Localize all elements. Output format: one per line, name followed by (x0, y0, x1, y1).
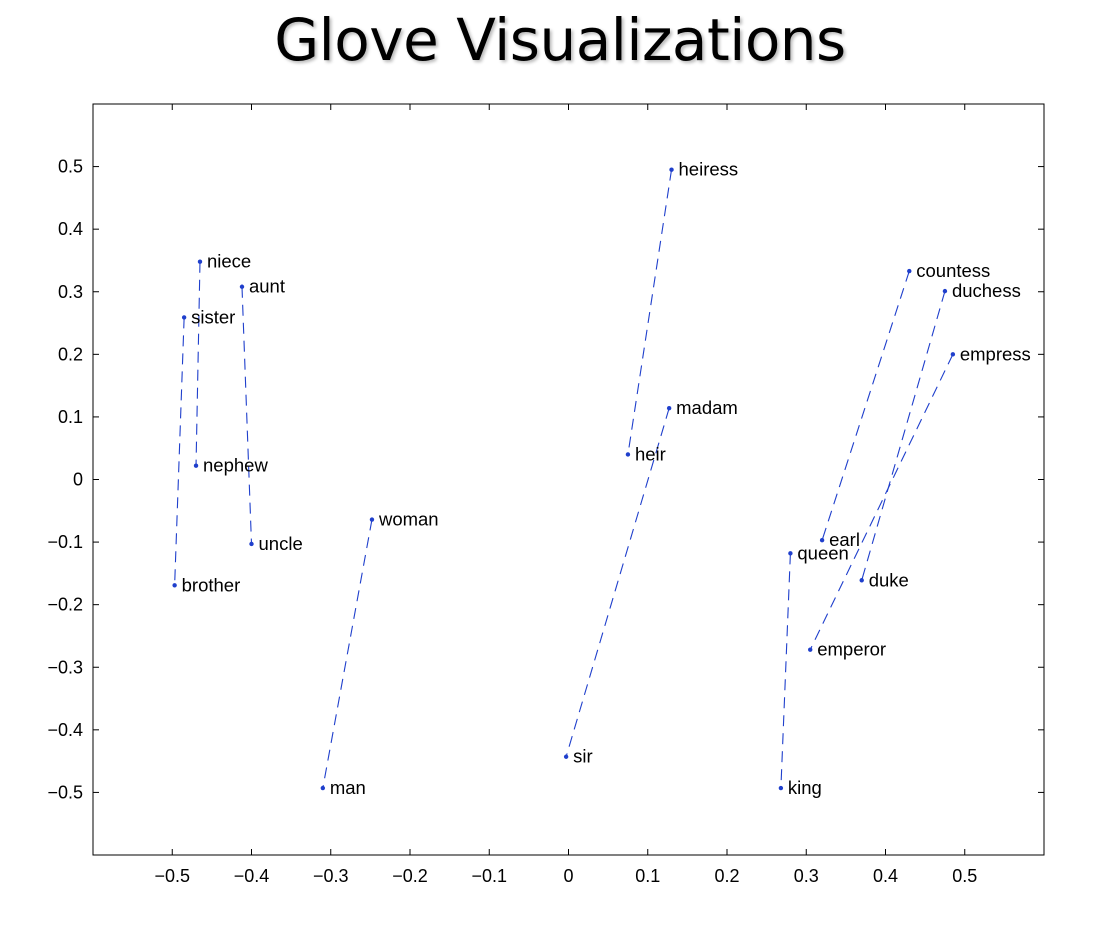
point-earl (819, 538, 825, 543)
x-axis: −0.5 −0.4 −0.3 −0.2 −0.1 0 0.1 0.2 0.3 0.4 0.5 (154, 104, 977, 886)
point-label-emperor: emperor (817, 639, 886, 660)
point-emperor (808, 647, 813, 652)
point-label-nephew: nephew (203, 455, 268, 476)
pair-line-heiress-heir (627, 169, 673, 455)
y-tick-label: 0 (73, 470, 83, 490)
point-madam (666, 405, 672, 411)
pair-line-aunt-uncle (241, 286, 253, 544)
x-tick-label: −0.5 (154, 866, 190, 886)
point-sir (563, 754, 569, 759)
pair-line-niece-nephew (195, 261, 201, 466)
slide-title: Glove Visualizations (274, 6, 846, 74)
point-queen (788, 551, 793, 556)
x-tick-label: −0.4 (234, 866, 270, 886)
point-label-aunt: aunt (249, 276, 285, 297)
point-label-niece: niece (207, 251, 251, 272)
point-label-brother: brother (182, 574, 241, 595)
x-tick-label: 0.1 (635, 866, 660, 886)
x-tick-label: 0 (563, 866, 573, 886)
y-tick-label: 0.4 (58, 219, 83, 239)
x-tick-label: −0.2 (392, 866, 428, 886)
y-tick-label: −0.5 (47, 782, 83, 802)
point-label-man: man (330, 777, 366, 798)
y-tick-label: 0.5 (58, 157, 83, 177)
point-empress (950, 352, 956, 357)
y-axis: −0.5 −0.4 −0.3 −0.2 −0.1 0 0.1 0.2 0.3 0.4 0.5 (47, 157, 1044, 802)
point-duke (859, 578, 864, 583)
point-uncle (249, 541, 254, 547)
y-tick-label: −0.4 (47, 720, 83, 740)
y-tick-label: −0.1 (47, 532, 83, 552)
point-label-earl: earl (829, 529, 860, 550)
y-tick-label: −0.3 (47, 657, 83, 677)
point-label-empress: empress (960, 343, 1031, 364)
pair-line-queen-king (780, 553, 791, 789)
pair-line-woman-man (322, 519, 373, 789)
pair-line-empress-emperor (809, 354, 954, 650)
y-tick-label: 0.1 (58, 407, 83, 427)
pair-line-countess-earl (821, 270, 910, 541)
x-tick-label: −0.1 (471, 866, 507, 886)
point-aunt (239, 284, 245, 289)
point-label-madam: madam (676, 397, 738, 418)
point-label-countess: countess (916, 260, 990, 281)
point-label-heiress: heiress (679, 159, 739, 180)
plot-frame (92, 103, 1045, 856)
x-tick-label: −0.3 (313, 866, 349, 886)
pair-line-madam-sir (565, 407, 670, 757)
x-tick-label: 0.5 (952, 866, 977, 886)
y-tick-label: 0.2 (58, 344, 83, 364)
point-label-duchess: duchess (952, 280, 1021, 301)
point-countess (907, 268, 912, 274)
x-tick-label: 0.3 (794, 866, 819, 886)
point-label-uncle: uncle (259, 533, 303, 554)
point-heir (625, 452, 631, 457)
point-woman (369, 517, 375, 522)
point-sister (181, 315, 187, 320)
point-label-duke: duke (869, 569, 909, 590)
point-niece (197, 259, 203, 264)
point-duchess (942, 288, 948, 294)
pair-line-duchess-duke (861, 290, 946, 581)
pair-line-sister-brother (174, 317, 185, 586)
point-label-sister: sister (191, 306, 235, 327)
point-heiress (669, 167, 674, 172)
y-tick-label: −0.2 (47, 595, 83, 615)
point-label-heir: heir (635, 443, 666, 464)
pair-lines (174, 169, 954, 789)
x-tick-label: 0.4 (873, 866, 898, 886)
point-brother (172, 583, 177, 588)
point-man (320, 785, 326, 791)
point-label-woman: woman (378, 509, 439, 530)
y-tick-label: 0.3 (58, 282, 83, 302)
point-nephew (193, 463, 199, 468)
point-label-sir: sir (573, 746, 593, 767)
point-label-king: king (788, 777, 822, 798)
x-tick-label: 0.2 (714, 866, 739, 886)
point-king (778, 785, 784, 791)
point-label-queen: queen (797, 542, 848, 563)
data-points: heiress niece countess aunt duchess sister emp… (172, 159, 1031, 798)
